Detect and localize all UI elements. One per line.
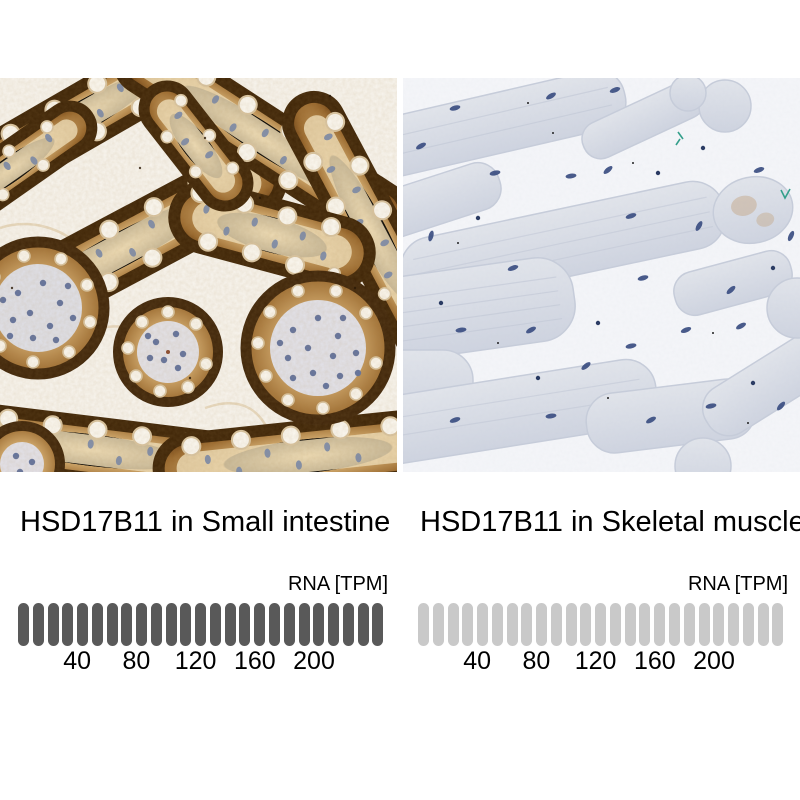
rna-scale-segment bbox=[713, 603, 725, 646]
rna-scale-segment bbox=[150, 603, 162, 646]
rna-scale-segment bbox=[418, 603, 429, 646]
rna-scale-segment bbox=[47, 603, 59, 646]
rna-scale-segment bbox=[209, 603, 221, 646]
rna-scale-segment bbox=[357, 603, 369, 646]
rna-segment-row bbox=[418, 603, 784, 646]
rna-axis-ticks: 40 80 120 160 200 bbox=[418, 647, 784, 679]
rna-scale-segment bbox=[757, 603, 769, 646]
rna-scale-segment bbox=[283, 603, 295, 646]
ihc-micrograph-small-intestine bbox=[0, 78, 397, 472]
rna-scale-segment bbox=[669, 603, 681, 646]
rna-scale-segment bbox=[313, 603, 325, 646]
rna-scale-segment bbox=[224, 603, 236, 646]
rna-scale-segment bbox=[550, 603, 562, 646]
rna-scale-segment bbox=[624, 603, 636, 646]
rna-scale-segment bbox=[18, 603, 29, 646]
ihc-micrograph-skeletal-muscle bbox=[403, 78, 800, 472]
rna-scale-segment bbox=[432, 603, 444, 646]
rna-axis-tick-label: 120 bbox=[574, 647, 617, 675]
rna-scale-segment bbox=[121, 603, 133, 646]
rna-scale-segment bbox=[580, 603, 592, 646]
rna-axis-tick-label: 200 bbox=[693, 647, 735, 675]
rna-axis-label: RNA [TPM] bbox=[287, 573, 388, 595]
rna-scale-segment bbox=[239, 603, 251, 646]
rna-scale-skeletal-muscle: RNA [TPM] 40 80 120 160 200 bbox=[418, 573, 788, 683]
rna-scale-segment bbox=[91, 603, 103, 646]
rna-scale-segment bbox=[77, 603, 89, 646]
rna-scale-segment bbox=[595, 603, 607, 646]
rna-scale-segment bbox=[328, 603, 340, 646]
rna-scale-segment bbox=[536, 603, 548, 646]
stain-texture-overlay bbox=[403, 78, 800, 472]
rna-scale-segment bbox=[477, 603, 489, 646]
rna-segment-row bbox=[18, 603, 384, 646]
rna-scale-segment bbox=[654, 603, 666, 646]
rna-scale-segment bbox=[298, 603, 310, 646]
rna-scale-segment bbox=[728, 603, 740, 646]
rna-scale-segment bbox=[62, 603, 74, 646]
panel-title-small-intestine: HSD17B11 in Small intestine bbox=[20, 506, 391, 538]
rna-scale-segment bbox=[683, 603, 695, 646]
rna-scale-segment bbox=[195, 603, 207, 646]
rna-axis-label: RNA [TPM] bbox=[687, 573, 788, 595]
rna-scale-segment bbox=[180, 603, 192, 646]
rna-scale-segment bbox=[639, 603, 651, 646]
rna-scale-segment bbox=[254, 603, 266, 646]
rna-axis-tick-label: 200 bbox=[293, 647, 335, 675]
debris-specks bbox=[10, 94, 357, 420]
rna-axis-tick-label: 160 bbox=[633, 647, 676, 675]
panel-title-skeletal-muscle: HSD17B11 in Skeletal muscle bbox=[420, 506, 800, 538]
rna-scale-segment bbox=[447, 603, 459, 646]
rna-axis-tick-label: 80 bbox=[122, 647, 151, 675]
rna-scale-segment bbox=[609, 603, 621, 646]
rna-axis-tick-label: 40 bbox=[463, 647, 492, 675]
rna-scale-segment bbox=[165, 603, 177, 646]
rna-scale-segment bbox=[462, 603, 474, 646]
stain-texture-overlay bbox=[0, 78, 397, 472]
rna-scale-segment bbox=[565, 603, 577, 646]
rna-scale-segment bbox=[698, 603, 710, 646]
rna-scale-segment bbox=[136, 603, 148, 646]
rna-scale-segment bbox=[506, 603, 518, 646]
rna-scale-segment bbox=[491, 603, 503, 646]
rna-scale-small-intestine: RNA [TPM] 40 80 120 160 200 bbox=[18, 573, 388, 683]
rna-scale-segment bbox=[772, 603, 784, 646]
rna-scale-segment bbox=[742, 603, 754, 646]
rna-scale-segment bbox=[342, 603, 354, 646]
rna-axis-tick-label: 40 bbox=[63, 647, 92, 675]
rna-scale-segment bbox=[521, 603, 533, 646]
rna-scale-segment bbox=[32, 603, 44, 646]
rna-axis-ticks: 40 80 120 160 200 bbox=[18, 647, 384, 679]
rna-axis-tick-label: 80 bbox=[522, 647, 551, 675]
rna-axis-tick-label: 120 bbox=[174, 647, 217, 675]
rna-scale-segment bbox=[106, 603, 118, 646]
rna-scale-segment bbox=[372, 603, 384, 646]
rna-scale-segment bbox=[269, 603, 281, 646]
rna-axis-tick-label: 160 bbox=[233, 647, 276, 675]
